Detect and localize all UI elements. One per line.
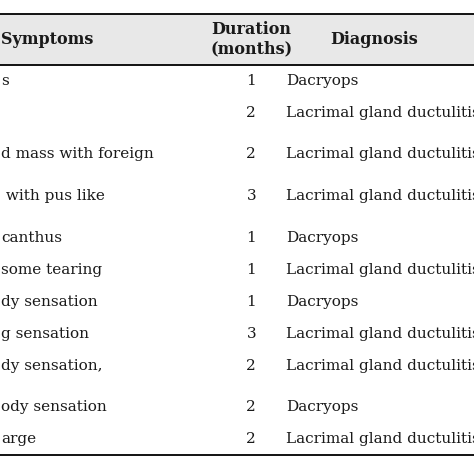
Text: 2: 2 [246,400,256,414]
Text: Lacrimal gland ductulitis: Lacrimal gland ductulitis [286,189,474,203]
Text: Lacrimal gland ductulitis: Lacrimal gland ductulitis [286,106,474,120]
Text: Symptoms: Symptoms [1,31,94,48]
Text: Diagnosis: Diagnosis [330,31,419,48]
Text: g sensation: g sensation [1,327,90,340]
Text: Duration
(months): Duration (months) [210,21,292,58]
Text: 2: 2 [246,147,256,162]
Text: Lacrimal gland ductulitis: Lacrimal gland ductulitis [286,327,474,340]
Text: Dacryops: Dacryops [286,74,358,88]
Text: 2: 2 [246,358,256,373]
Text: 1: 1 [246,74,256,88]
Text: s: s [1,74,9,88]
Text: 3: 3 [246,189,256,203]
Text: Lacrimal gland ductulitis: Lacrimal gland ductulitis [286,358,474,373]
Text: Lacrimal gland ductulitis: Lacrimal gland ductulitis [286,147,474,162]
Text: 3: 3 [246,327,256,340]
Text: Dacryops: Dacryops [286,294,358,309]
Text: dy sensation: dy sensation [1,294,98,309]
Text: Dacryops: Dacryops [286,230,358,245]
Text: Dacryops: Dacryops [286,400,358,414]
Text: Lacrimal gland ductulitis: Lacrimal gland ductulitis [286,432,474,446]
Text: Lacrimal gland ductulitis: Lacrimal gland ductulitis [286,263,474,276]
Text: 1: 1 [246,263,256,276]
Bar [0,14,474,65]
Text: ody sensation: ody sensation [1,400,107,414]
Text: d mass with foreign: d mass with foreign [1,147,154,162]
Text: arge: arge [1,432,36,446]
Text: with pus like: with pus like [1,189,105,203]
Text: canthus: canthus [1,230,63,245]
Text: 1: 1 [246,230,256,245]
Text: 1: 1 [246,294,256,309]
Text: 2: 2 [246,106,256,120]
Text: 2: 2 [246,432,256,446]
Text: dy sensation,: dy sensation, [1,358,103,373]
Text: some tearing: some tearing [1,263,102,276]
